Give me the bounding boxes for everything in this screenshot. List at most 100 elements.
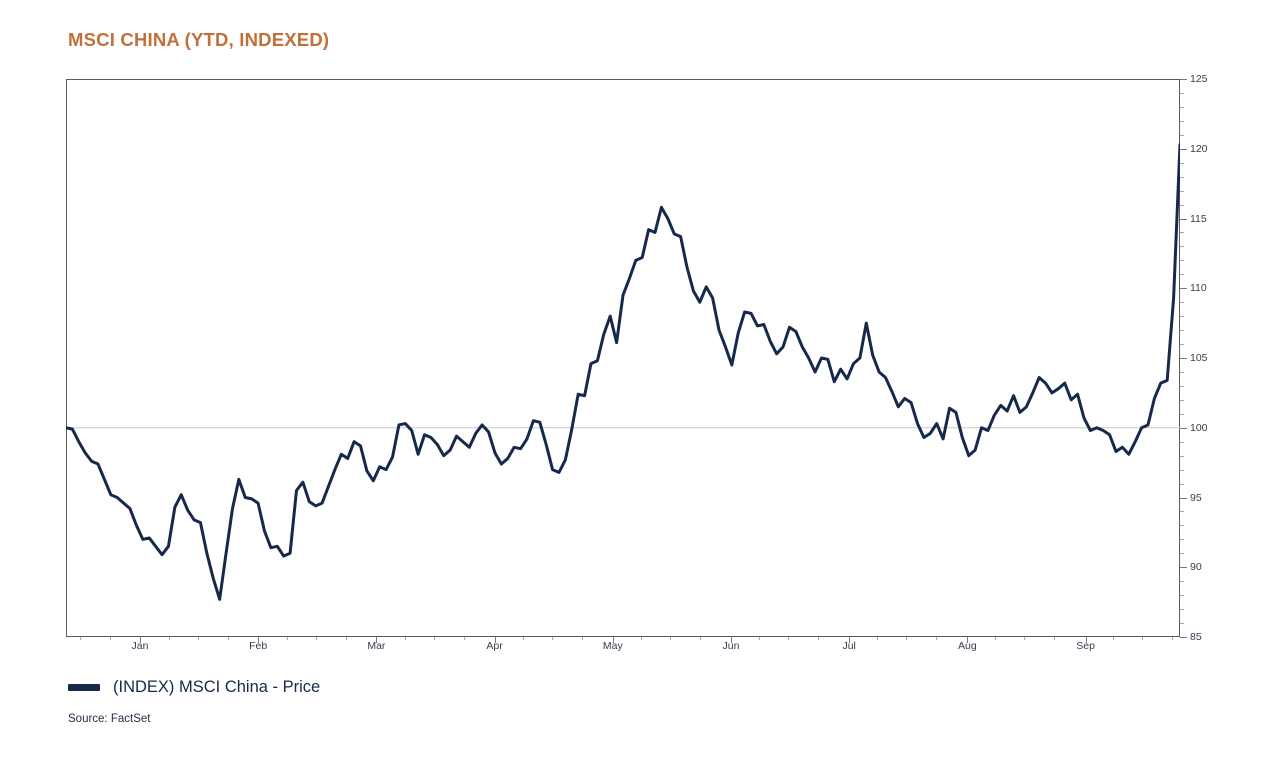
y-axis-minor-tick — [1180, 316, 1184, 318]
y-axis-minor-tick — [1180, 595, 1184, 597]
y-axis-minor-tick — [1180, 162, 1184, 164]
y-axis-tick-label: 110 — [1190, 282, 1207, 295]
x-axis-tick-mark — [612, 637, 614, 643]
y-axis-tick-label: 105 — [1190, 352, 1208, 364]
y-axis-tick-mark — [1180, 79, 1187, 80]
x-axis-minor-tick — [316, 637, 317, 640]
x-axis-minor-tick — [906, 637, 907, 640]
x-axis-minor-tick — [227, 637, 229, 640]
x-axis-minor-tick — [670, 637, 671, 640]
legend-color-swatch — [68, 684, 100, 691]
x-axis-minor-tick — [168, 637, 170, 640]
x-axis-tick-mark — [849, 637, 851, 643]
y-axis-minor-tick — [1180, 134, 1184, 136]
x-axis-minor-tick — [109, 637, 111, 640]
y-axis-minor-tick — [1180, 553, 1184, 555]
x-axis-minor-tick — [1112, 637, 1114, 640]
x-axis-tick-mark — [1085, 637, 1087, 643]
y-axis-minor-tick — [1180, 176, 1184, 178]
x-axis-minor-tick — [1142, 637, 1143, 640]
y-axis-minor-tick — [1180, 539, 1184, 541]
x-axis-tick-mark — [258, 637, 260, 643]
plot-frame — [66, 79, 1180, 637]
y-axis-minor-tick — [1180, 511, 1184, 513]
x-axis-minor-tick — [345, 637, 347, 640]
x-axis-minor-tick — [1024, 637, 1025, 640]
y-axis-tick-mark — [1180, 148, 1187, 150]
y-axis-minor-tick — [1180, 344, 1184, 346]
y-axis-minor-tick — [1180, 93, 1184, 94]
y-axis-tick-label: 95 — [1190, 491, 1202, 504]
y-axis-tick-label: 125 — [1190, 73, 1208, 85]
x-axis-minor-tick — [286, 637, 288, 640]
x-axis-minor-tick — [404, 637, 406, 640]
legend[interactable]: (INDEX) MSCI China - Price — [68, 678, 320, 697]
y-axis-minor-tick — [1180, 525, 1184, 527]
y-axis-tick-mark — [1180, 637, 1187, 638]
x-axis-minor-tick — [1053, 637, 1055, 640]
x-axis-minor-tick — [876, 637, 878, 640]
x-axis-tick-mark — [376, 637, 378, 643]
x-axis-minor-tick — [80, 637, 81, 640]
y-axis-tick-mark — [1180, 567, 1187, 569]
x-axis-tick-label: Jul — [842, 640, 856, 652]
y-axis-tick-label: 85 — [1190, 631, 1202, 643]
y-axis-tick-mark — [1180, 358, 1187, 359]
x-axis-tick-mark — [967, 637, 969, 643]
y-axis-minor-tick — [1180, 246, 1184, 248]
x-axis-tick-label: Mar — [367, 640, 386, 652]
y-axis-minor-tick — [1180, 232, 1184, 234]
x-axis-tick-mark — [140, 637, 141, 643]
y-axis-minor-tick — [1180, 190, 1184, 192]
y-axis-tick-mark — [1180, 497, 1187, 499]
x-axis-minor-tick — [522, 637, 524, 640]
x-axis-minor-tick — [758, 637, 760, 640]
y-axis-tick-label: 100 — [1190, 421, 1208, 434]
x-axis-minor-tick — [699, 637, 701, 640]
x-axis-minor-tick — [788, 637, 789, 640]
y-axis-minor-tick — [1180, 469, 1184, 471]
y-axis-minor-tick — [1180, 371, 1184, 373]
y-axis-minor-tick — [1180, 120, 1184, 122]
x-axis-tick-mark — [731, 637, 732, 643]
y-axis-tick-mark — [1180, 427, 1187, 429]
page-title: MSCI CHINA (YTD, INDEXED) — [68, 29, 330, 50]
y-axis-tick-mark — [1180, 288, 1187, 290]
y-axis-tick-mark — [1180, 218, 1187, 220]
y-axis-minor-tick — [1180, 385, 1184, 387]
y-axis-tick-label: 120 — [1190, 142, 1208, 155]
x-axis-tick-label: Apr — [486, 640, 503, 652]
y-axis-minor-tick — [1180, 399, 1184, 401]
y-axis-minor-tick — [1180, 413, 1184, 415]
legend-series-label: (INDEX) MSCI China - Price — [113, 678, 321, 696]
y-axis-tick-label: 90 — [1190, 561, 1202, 574]
x-axis-minor-tick — [198, 637, 199, 640]
x-axis-minor-tick — [994, 637, 996, 640]
x-axis-minor-tick — [1171, 637, 1173, 640]
x-axis-minor-tick — [817, 637, 819, 640]
x-axis-tick-label: Jan — [131, 640, 149, 652]
y-axis-minor-tick — [1180, 623, 1184, 624]
line-chart-svg — [66, 143, 1180, 601]
x-axis-tick-mark — [494, 637, 496, 643]
y-axis-minor-tick — [1180, 204, 1184, 206]
y-axis-tick-label: 115 — [1190, 212, 1207, 225]
y-axis-minor-tick — [1180, 302, 1184, 304]
y-axis-minor-tick — [1180, 483, 1184, 485]
y-axis-minor-tick — [1180, 330, 1184, 332]
x-axis-minor-tick — [935, 637, 937, 640]
x-axis-minor-tick — [552, 637, 553, 640]
y-axis-minor-tick — [1180, 274, 1184, 276]
y-axis-minor-tick — [1180, 106, 1184, 108]
x-axis-tick-label: Sep — [1076, 640, 1095, 652]
x-axis-tick-label: Feb — [249, 640, 268, 652]
x-axis-minor-tick — [640, 637, 642, 640]
source-note: Source: FactSet — [68, 713, 151, 725]
x-axis-tick-label: Jun — [722, 640, 740, 652]
x-axis-tick-label: Aug — [958, 640, 977, 652]
y-axis-minor-tick — [1180, 441, 1184, 443]
x-axis-minor-tick — [581, 637, 583, 640]
series-line-msci-china — [66, 143, 1180, 601]
x-axis-minor-tick — [434, 637, 435, 640]
